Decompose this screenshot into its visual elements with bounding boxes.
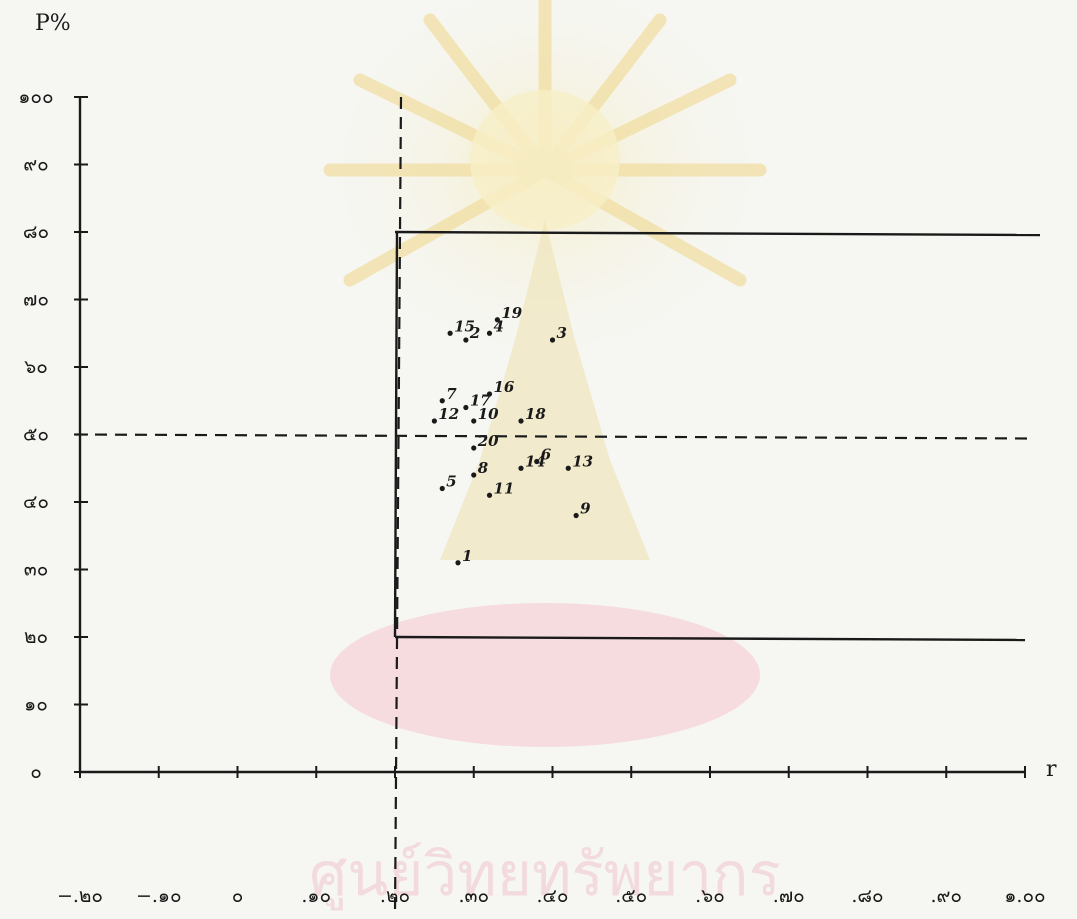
data-point-5 <box>439 485 445 492</box>
data-point-10 <box>471 418 477 424</box>
y-tick-label-10: ๑๐ <box>24 694 48 716</box>
data-point-14 <box>518 465 524 471</box>
data-point-15 <box>447 330 453 336</box>
data-point-label-14: 14 <box>525 452 546 470</box>
reference-frame <box>74 96 1041 916</box>
data-point-label-18: 18 <box>525 405 546 423</box>
x-tick-label-6: .๔๐ <box>536 885 568 907</box>
x-tick-label-1: −.๑๐ <box>136 885 182 907</box>
data-point-label-1: 1 <box>462 547 472 565</box>
data-point-19 <box>494 317 500 323</box>
x-tick-label-9: .๗๐ <box>773 885 805 907</box>
tick-marks <box>74 96 1026 778</box>
x-tick-label-7: .๕๐ <box>615 885 647 907</box>
data-point-label-10: 10 <box>478 405 499 423</box>
y-tick-label-30: ๓๐ <box>24 559 49 581</box>
data-point-4 <box>486 330 493 336</box>
data-point-label-4: 4 <box>494 317 504 335</box>
y-tick-label-80: ๘๐ <box>23 221 49 243</box>
data-point-label-12: 12 <box>438 405 459 423</box>
upper-boundary-line <box>394 230 1041 237</box>
data-point-label-7: 7 <box>446 385 457 403</box>
y-tick-label-50: ๕๐ <box>23 424 49 446</box>
data-point-17 <box>463 404 469 411</box>
x-tick-label-12: ๑.๐๐ <box>1004 885 1045 907</box>
x-axis-title: r <box>1046 757 1057 782</box>
data-point-label-19: 19 <box>501 304 522 322</box>
data-point-label-6: 6 <box>541 446 552 464</box>
y-tick-label-0: ๐ <box>30 761 42 783</box>
data-point-label-3: 3 <box>557 324 567 342</box>
x-tick-label-5: .๓๐ <box>458 885 489 907</box>
data-point-3 <box>549 337 556 343</box>
x-tick-label-11: .๙๐ <box>930 885 962 907</box>
data-point-8 <box>471 472 477 478</box>
y-axis-title: P% <box>35 11 71 36</box>
data-point-16 <box>486 391 493 397</box>
data-point-label-20: 20 <box>477 432 499 450</box>
x-tick-label-10: .๘๐ <box>851 885 883 907</box>
data-point-20 <box>471 445 477 451</box>
data-point-label-9: 9 <box>580 500 591 518</box>
y-tick-label-60: ๖๐ <box>24 356 48 378</box>
data-point-12 <box>431 418 437 424</box>
data-point-label-15: 15 <box>454 317 475 335</box>
lower-boundary-line <box>394 635 1026 642</box>
data-point-label-11: 11 <box>494 479 515 497</box>
data-point-6 <box>534 458 540 465</box>
data-point-11 <box>486 492 493 498</box>
data-point-18 <box>518 418 524 424</box>
horizontal-dashed-line <box>74 433 1036 440</box>
data-point-9 <box>573 512 579 519</box>
left-boundary-line <box>393 231 399 638</box>
x-tick-label-4: .๒๐ <box>380 885 410 907</box>
y-tick-label-20: ๒๐ <box>24 626 48 648</box>
data-point-2 <box>463 337 469 343</box>
data-point-label-8: 8 <box>478 459 489 477</box>
data-point-label-13: 13 <box>572 452 593 470</box>
x-tick-label-0: −.๒๐ <box>57 885 103 907</box>
x-tick-label-3: .๑๐ <box>301 885 331 907</box>
data-point-13 <box>565 465 571 471</box>
data-point-label-17: 17 <box>470 392 491 410</box>
data-point-7 <box>439 398 445 404</box>
y-tick-label-40: ๔๐ <box>23 491 49 513</box>
y-tick-label-70: ๗๐ <box>23 289 49 311</box>
y-tick-label-90: ๙๐ <box>23 154 49 176</box>
tick-labels: ๐ ๑๐ ๒๐ ๓๐ ๔๐ ๕๐ ๖๐ ๗๐ ๘๐ ๙๐ ๑๐๐ −.๒๐ −.๑๐ ๐ .๑๐ .๒๐ .๓๐… <box>18 86 1045 907</box>
x-tick-label-8: .๖๐ <box>695 885 725 907</box>
vertical-dashed-line <box>393 96 403 916</box>
data-point-label-5: 5 <box>446 473 456 491</box>
x-tick-label-2: ๐ <box>232 885 244 907</box>
data-point-label-16: 16 <box>494 378 515 396</box>
y-tick-label-100: ๑๐๐ <box>18 86 53 108</box>
data-point-1 <box>455 560 461 566</box>
data-point-label-2: 2 <box>469 324 480 342</box>
